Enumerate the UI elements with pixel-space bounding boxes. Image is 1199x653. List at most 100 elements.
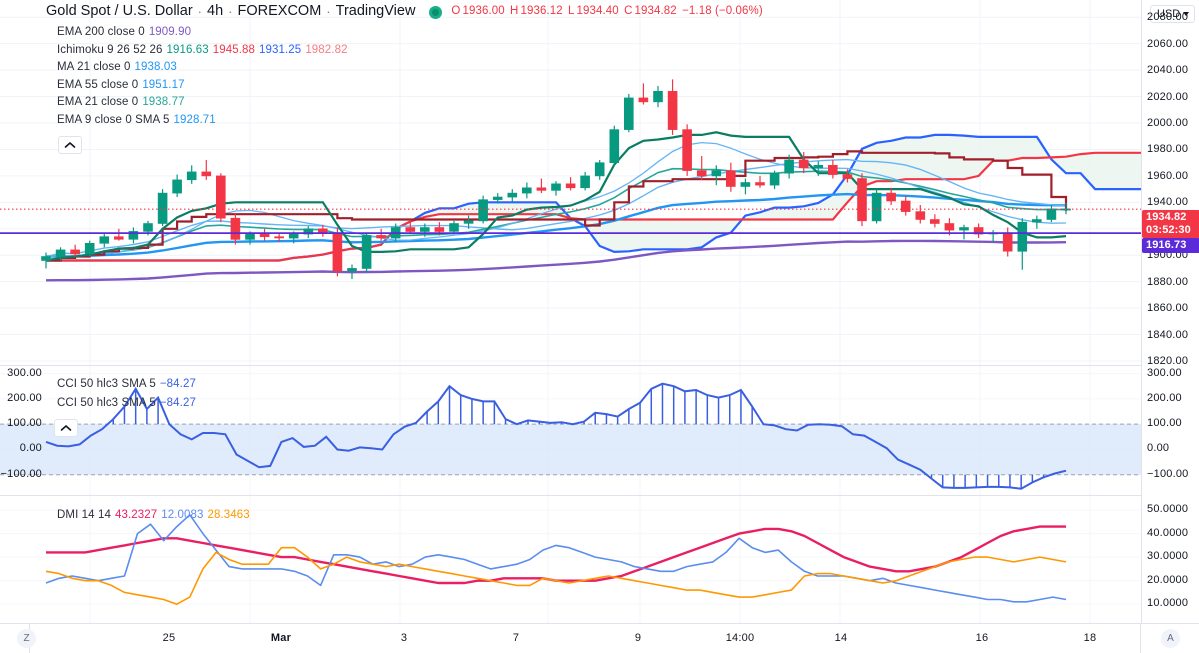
cci-pane: [0, 365, 1199, 495]
price-pane-collapse-button[interactable]: [58, 136, 82, 154]
cci-axis-tick-right: 300.00: [1147, 366, 1182, 379]
time-axis-tick: 14: [834, 632, 848, 644]
time-axis-tick: 9: [634, 632, 642, 644]
time-axis-tick: 16: [975, 632, 989, 644]
indicator-name: EMA 200 close 0: [57, 26, 145, 38]
ohlc-high-label: H: [510, 5, 519, 17]
cci-axis-tick-left: 0.00: [19, 442, 42, 455]
currency-selector[interactable]: USD: [1150, 5, 1196, 23]
time-axis-tick: 7: [512, 632, 520, 644]
cci-indicator-name: CCI 50 hlc3 SMA 5: [57, 397, 156, 409]
indicator-legend-row[interactable]: MA 21 close 0 1938.03: [46, 59, 348, 77]
ohlc-close-label: C: [624, 5, 633, 17]
indicator-value: 1945.88: [212, 43, 256, 56]
zoom-reset-button[interactable]: Z: [17, 629, 36, 648]
ohlc-low-value: 1934.40: [576, 5, 619, 17]
dmi-legend: DMI 14 14 43.2327 12.0083 28.3463: [46, 507, 250, 525]
last-price-value: 1934.82: [1146, 211, 1187, 223]
time-axis-tick: 3: [400, 632, 408, 644]
indicator-value: 1938.03: [134, 61, 177, 73]
market-open-dot-icon[interactable]: [429, 5, 443, 19]
cci-axis-tick-right: 100.00: [1147, 417, 1182, 430]
cci-indicator-name: CCI 50 hlc3 SMA 5: [57, 378, 156, 390]
last-price-badge: 1934.82 03:52:30: [1142, 210, 1199, 238]
exchange-label[interactable]: FOREXCOM: [237, 3, 322, 19]
dmi-axis-tick: 50.0000: [1147, 503, 1189, 516]
indicator-name: EMA 9 close 0 SMA 5: [57, 113, 170, 126]
time-axis-tick: 14:00: [725, 632, 755, 644]
cci-axis-tick-left: 100.00: [7, 417, 42, 430]
cci-axis-tick-right: −100.00: [1147, 467, 1189, 480]
indicator-legend-row[interactable]: EMA 21 close 0 1938.77: [46, 94, 348, 112]
price-axis-tick: 1940.00: [1147, 196, 1189, 209]
dmi-axis-tick: 40.0000: [1147, 526, 1189, 539]
indicator-value: 1909.90: [148, 26, 192, 38]
ohlc-high-value: 1936.12: [520, 5, 563, 17]
price-axis[interactable]: USD 2080.00 2060.00 2040.00 2020.00 2000.00 1…: [1141, 0, 1199, 623]
time-axis-tick: 25: [162, 632, 176, 644]
ohlc-open-value: 1936.00: [462, 5, 505, 17]
cci-plot: [0, 366, 1141, 495]
dmi-indicator-value: 43.2327: [114, 509, 158, 521]
cci-legend-row[interactable]: CCI 50 hlc3 SMA 5 −84.27: [46, 375, 196, 394]
interval-label[interactable]: 4h: [207, 3, 224, 19]
chevron-up-icon: [64, 142, 76, 148]
dmi-axis-tick: 20.0000: [1147, 573, 1189, 586]
chart-title-bar: Gold Spot / U.S. Dollar · 4h · FOREXCOM …: [46, 3, 765, 19]
currency-label: USD: [1157, 8, 1181, 20]
indicator-value: 1916.63: [166, 43, 209, 56]
price-axis-tick: 2040.00: [1147, 64, 1189, 77]
time-axis-tick: Mar: [270, 632, 292, 644]
indicator-value: 1931.25: [259, 43, 302, 56]
indicator-legend-row[interactable]: EMA 200 close 0 1909.90: [46, 24, 348, 42]
indicator-name: EMA 55 close 0: [57, 78, 139, 91]
title-separator-1: ·: [197, 3, 203, 19]
bar-countdown: 03:52:30: [1146, 224, 1191, 236]
price-axis-tick: 2080.00: [1147, 11, 1189, 24]
cci-legend-row[interactable]: CCI 50 hlc3 SMA 5 −84.27: [46, 394, 196, 413]
price-axis-tick: 2020.00: [1147, 90, 1189, 103]
cci-indicator-value: −84.27: [159, 378, 196, 390]
cci-axis-tick-right: 0.00: [1147, 442, 1170, 455]
cci-axis-tick-left: −100.00: [0, 467, 42, 480]
chevron-down-icon: [1183, 12, 1190, 16]
price-axis-tick: 1860.00: [1147, 302, 1189, 315]
dmi-pane: [0, 495, 1199, 623]
price-axis-tick: 1980.00: [1147, 143, 1189, 156]
dmi-axis-tick: 10.0000: [1147, 597, 1189, 610]
price-axis-tick: 2000.00: [1147, 117, 1189, 129]
indicator-value: 1938.77: [142, 96, 185, 108]
price-axis-tick: 1960.00: [1147, 169, 1189, 182]
title-separator-2: ·: [228, 3, 233, 19]
ohlc-values: O 1936.00 H 1936.12 L 1934.40 C 1934.82 −1.1…: [451, 5, 764, 17]
price-axis-tick: 1820.00: [1147, 355, 1189, 367]
cci-legend: CCI 50 hlc3 SMA 5 −84.27 CCI 50 hlc3 SMA 5…: [46, 375, 196, 413]
indicator-name: EMA 21 close 0: [57, 96, 139, 108]
provider-label: TradingView: [335, 3, 416, 19]
price-plot: [0, 0, 1141, 365]
ohlc-change-value: −1.18 (−0.06%): [682, 5, 763, 17]
indicator-name: Ichimoku 9 26 52 26: [57, 43, 163, 56]
cci-axis-tick-left: 200.00: [7, 391, 42, 404]
title-separator-3: ·: [326, 3, 331, 19]
time-axis-tick: 18: [1083, 632, 1097, 644]
indicator-value: 1928.71: [173, 113, 216, 126]
time-axis-divider-right: [1140, 624, 1141, 653]
indicator-legend-row[interactable]: Ichimoku 9 26 52 26 1916.63 1945.88 1931.25…: [46, 42, 348, 60]
auto-scale-button[interactable]: A: [1161, 629, 1180, 648]
chevron-up-icon: [60, 425, 72, 431]
cci-axis-tick-right: 200.00: [1147, 391, 1182, 404]
dmi-indicator-name: DMI 14 14: [57, 509, 111, 521]
indicator-legend-row[interactable]: EMA 55 close 0 1951.17: [46, 77, 348, 95]
dmi-indicator-value: 28.3463: [207, 509, 250, 521]
symbol-name[interactable]: Gold Spot / U.S. Dollar: [46, 3, 193, 19]
price-axis-tick: 2060.00: [1147, 37, 1189, 50]
cci-axis-tick-left: 300.00: [7, 366, 42, 379]
cci-indicator-value: −84.27: [159, 397, 196, 409]
cci-pane-collapse-button[interactable]: [54, 419, 78, 437]
indicator-legend-row[interactable]: EMA 9 close 0 SMA 5 1928.71: [46, 112, 348, 130]
dmi-legend-row[interactable]: DMI 14 14 43.2327 12.0083 28.3463: [46, 507, 250, 525]
price-pane: [0, 0, 1141, 365]
time-axis[interactable]: Z A 25 Mar 3 7 9 14:00 14 16 18: [0, 623, 1199, 653]
